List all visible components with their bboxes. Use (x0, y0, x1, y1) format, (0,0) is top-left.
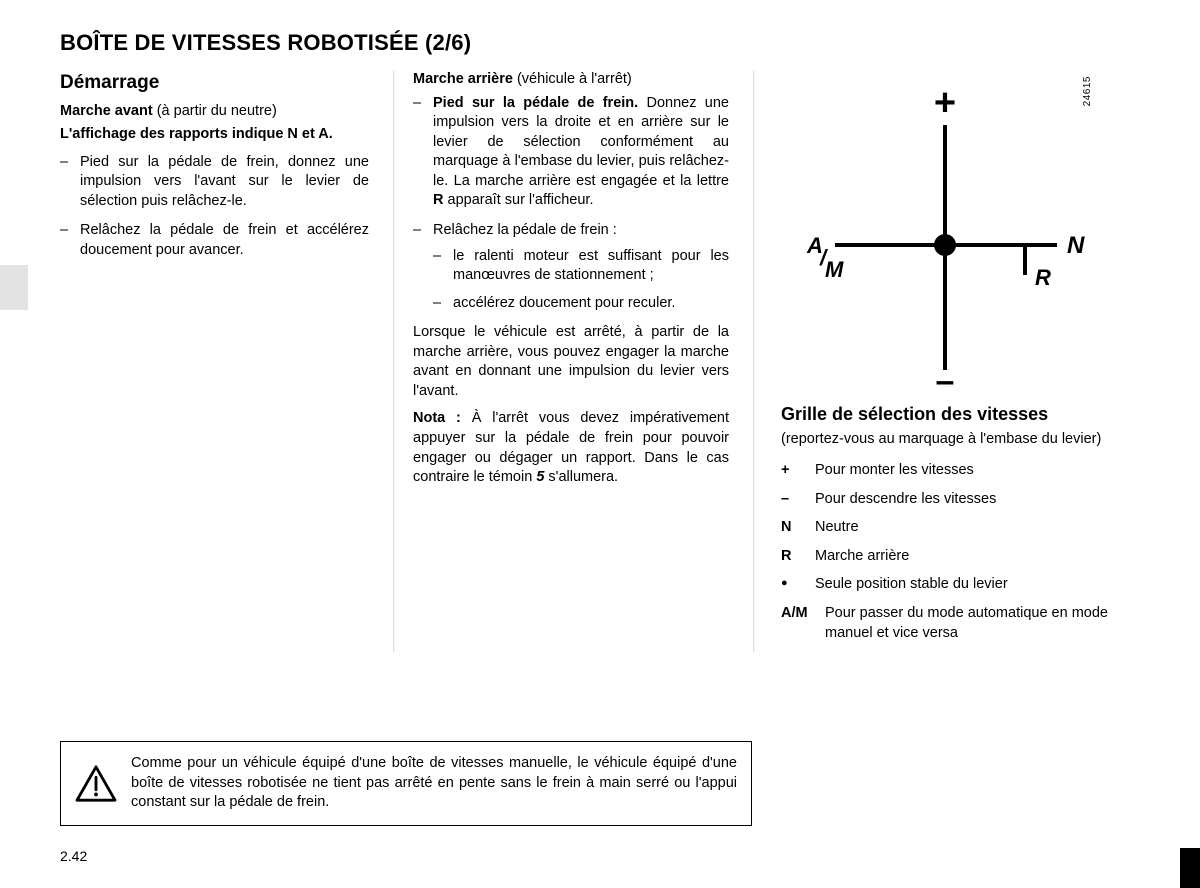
column-separator (753, 70, 754, 652)
legend-sym: – (781, 490, 815, 510)
col1-line2: L'affichage des rapports indique N et A. (60, 125, 369, 145)
col2-list: Pied sur la pédale de frein. Donnez une … (413, 94, 729, 314)
legend-txt: Pour monter les vitesses (815, 461, 1108, 481)
col2-item1: Pied sur la pédale de frein. Donnez une … (413, 94, 729, 211)
legend-sym: A/M (781, 604, 825, 643)
col1-sub-bold: Marche avant (60, 103, 153, 119)
nota-after: s'allumera. (544, 469, 618, 485)
col1-subhead: Marche avant (à partir du neutre) (60, 102, 369, 122)
col2-subitem: accélérez doucement pour reculer. (433, 294, 729, 314)
col3-heading: Grille de sélection des vitesses (781, 404, 1108, 426)
col2-item1-after: apparaît sur l'afficheur. (443, 192, 593, 208)
col2-top-rest: (véhicule à l'arrêt) (513, 71, 632, 87)
col2-nota: Nota : À l'arrêt vous devez impérativeme… (413, 409, 729, 487)
col2-item1-bold: Pied sur la pédale de frein. (433, 95, 638, 111)
column-3: 24615 + – A / M (753, 70, 1108, 652)
diagram-plus: + (933, 82, 955, 124)
legend-sym: R (781, 547, 815, 567)
col1-list: Pied sur la pédale de frein, donnez une … (60, 153, 369, 261)
diagram-minus: – (935, 362, 954, 390)
col2-top-bold: Marche arrière (413, 71, 513, 87)
svg-text:M: M (825, 257, 844, 282)
col2-item2: Relâchez la pédale de frein : le ralenti… (413, 221, 729, 313)
column-separator (393, 70, 394, 652)
col3-sub: (reportez-vous au marquage à l'embase du… (781, 430, 1108, 450)
diagram-r: R (1035, 265, 1051, 290)
column-1: Démarrage Marche avant (à partir du neut… (48, 70, 393, 652)
legend-txt: Pour passer du mode automatique en mode … (825, 604, 1108, 643)
manual-page: BOÎTE DE VITESSES ROBOTISÉE (2/6) Démarr… (0, 0, 1200, 888)
col2-sublist: le ralenti moteur est suffisant pour les… (433, 247, 729, 314)
col1-item: Pied sur la pédale de frein, donnez une … (60, 153, 369, 212)
legend-row: R Marche arrière (781, 547, 1108, 567)
page-title: BOÎTE DE VITESSES ROBOTISÉE (2/6) (60, 30, 1152, 56)
legend-row: N Neutre (781, 518, 1108, 538)
legend-sym: N (781, 518, 815, 538)
content-columns: Démarrage Marche avant (à partir du neut… (48, 70, 1152, 652)
gear-selector-diagram: 24615 + – A / M (795, 70, 1095, 390)
legend-row: – Pour descendre les vitesses (781, 490, 1108, 510)
col2-para2: Lorsque le véhicule est arrêté, à partir… (413, 323, 729, 401)
warning-icon (75, 765, 117, 803)
legend-row: Seule position stable du levier (781, 575, 1108, 595)
gear-diagram-svg: + – A / M N R (795, 70, 1095, 390)
legend-row: A/M Pour passer du mode automatique en m… (781, 604, 1108, 643)
diagram-n: N (1067, 232, 1085, 259)
col2-item2-text: Relâchez la pédale de frein : (433, 222, 617, 238)
col1-heading: Démarrage (60, 70, 369, 96)
page-number: 2.42 (60, 848, 87, 864)
legend-txt: Pour descendre les vitesses (815, 490, 1108, 510)
warning-text: Comme pour un véhicule équipé d'une boît… (131, 754, 737, 813)
col2-subitem: le ralenti moteur est suffisant pour les… (433, 247, 729, 286)
col2-item1-R: R (433, 192, 443, 208)
legend-txt: Neutre (815, 518, 1108, 538)
legend-txt: Seule position stable du levier (815, 575, 1108, 595)
legend-sym-dot (781, 575, 815, 595)
col1-item: Relâchez la pédale de frein et accélérez… (60, 221, 369, 260)
column-2: Marche arrière (véhicule à l'arrêt) Pied… (393, 70, 753, 652)
nota-label: Nota : (413, 410, 461, 426)
col2-top: Marche arrière (véhicule à l'arrêt) (413, 70, 729, 90)
reference-number: 24615 (1081, 76, 1095, 106)
warning-box: Comme pour un véhicule équipé d'une boît… (60, 741, 752, 826)
legend-row: + Pour monter les vitesses (781, 461, 1108, 481)
gear-legend: + Pour monter les vitesses – Pour descen… (781, 461, 1108, 643)
col1-sub-rest: (à partir du neutre) (153, 103, 277, 119)
legend-sym: + (781, 461, 815, 481)
corner-marker (1180, 848, 1200, 888)
legend-txt: Marche arrière (815, 547, 1108, 567)
